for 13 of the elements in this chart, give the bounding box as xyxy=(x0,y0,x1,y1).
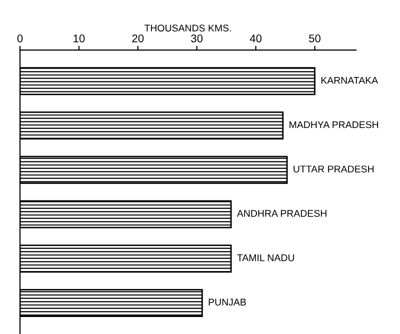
y-tick-label: ANDHRA PRADESH xyxy=(236,210,326,217)
x-tick-label: 10 xyxy=(74,34,85,42)
y-tick-label: MADHYA PRADESH xyxy=(290,121,378,128)
x-axis-title: THOUSANDS KMS. xyxy=(144,24,231,32)
x-tick-label: 20 xyxy=(132,34,144,42)
y-tick-label: KARNATAKA xyxy=(321,76,378,84)
y-tick-label: TAMIL NADU xyxy=(237,254,294,262)
x-tick-label: 0 xyxy=(17,34,23,42)
y-tick-label: UTTAR PRADESH xyxy=(294,166,374,172)
x-tick-label: 50 xyxy=(309,34,320,42)
x-tick-label: 30 xyxy=(191,34,203,42)
y-tick-label: PUNJAB xyxy=(208,298,246,306)
x-tick-label: 40 xyxy=(250,34,262,42)
